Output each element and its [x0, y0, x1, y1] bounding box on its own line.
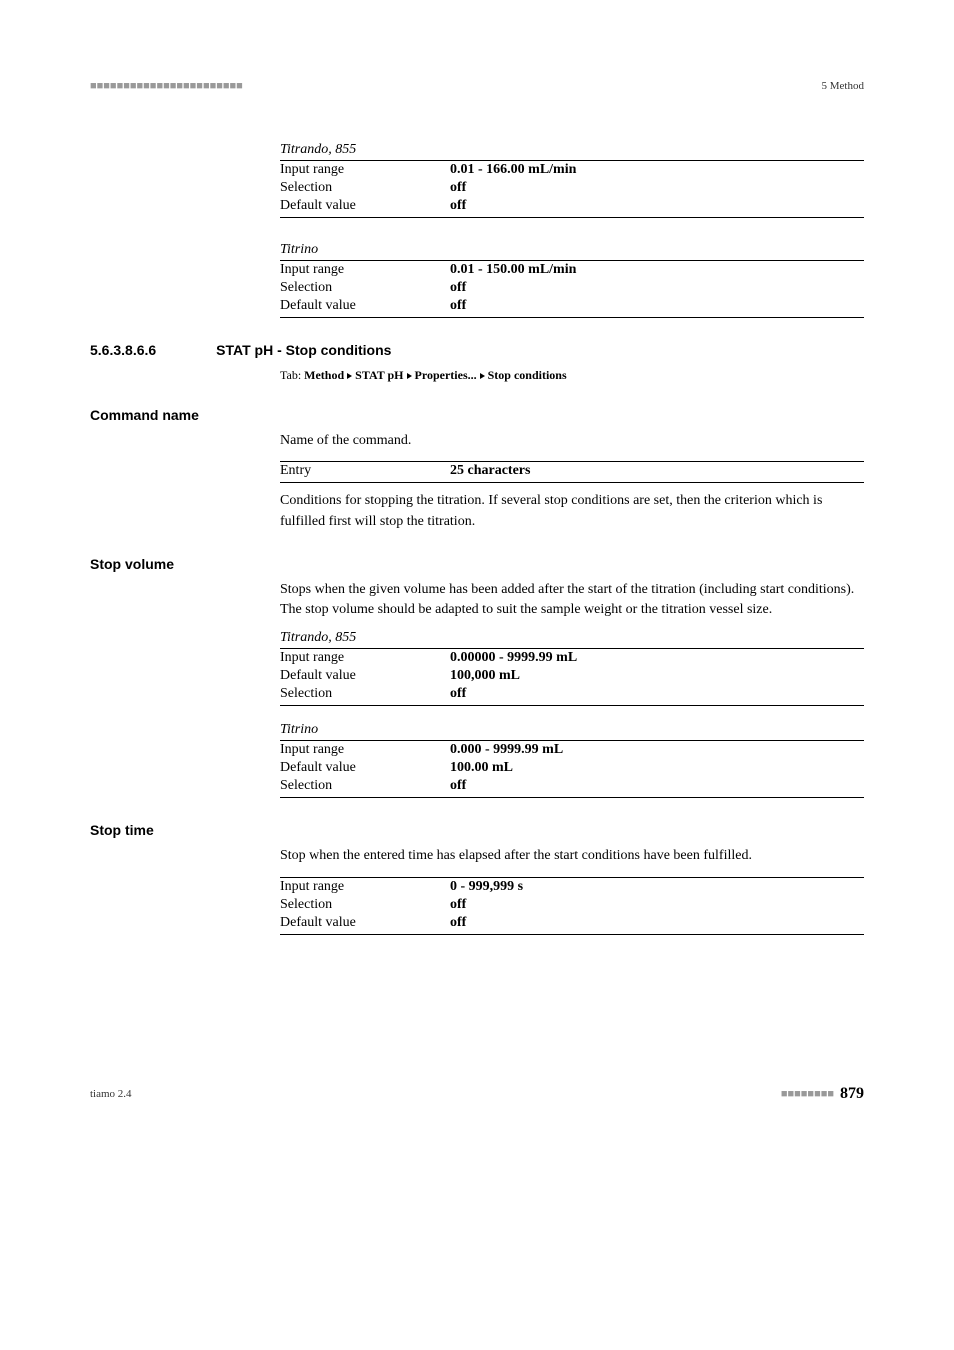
param-row: Input range 0 - 999,999 s [280, 878, 864, 896]
param-block-titrino: Titrino Input range 0.01 - 150.00 mL/min… [90, 242, 864, 318]
tab-part: Stop conditions [488, 368, 567, 382]
param-block-titrino2: Titrino Input range 0.000 - 9999.99 mL D… [90, 722, 864, 798]
param-block-titrando2: Titrando, 855 Input range 0.00000 - 9999… [90, 630, 864, 706]
field-after-desc: Conditions for stopping the titration. I… [280, 491, 864, 532]
param-label: Selection [280, 897, 450, 913]
param-value: off [450, 280, 466, 296]
param-row: Selection off [280, 179, 864, 197]
param-label: Selection [280, 778, 450, 794]
param-title: Titrando, 855 [280, 630, 864, 646]
page-footer: tiamo 2.4 ■■■■■■■■ 879 [90, 1085, 864, 1103]
field-desc: Stop when the entered time has elapsed a… [280, 846, 864, 866]
param-row: Default value 100,000 mL [280, 667, 864, 685]
param-value: 0.01 - 150.00 mL/min [450, 262, 576, 278]
field-desc: Stops when the given volume has been add… [280, 580, 864, 621]
header-section-label: 5 Method [822, 80, 864, 92]
divider [280, 797, 864, 798]
tab-label: Tab: [280, 368, 304, 382]
param-row: Entry 25 characters [280, 462, 864, 480]
section-number: 5.6.3.8.6.6 [90, 342, 156, 358]
section-heading: 5.6.3.8.6.6 STAT pH - Stop conditions [90, 342, 864, 358]
param-label: Input range [280, 162, 450, 178]
divider [280, 217, 864, 218]
footer-page-number: 879 [840, 1085, 864, 1103]
field-stop-volume: Stop volume Stops when the given volume … [90, 556, 864, 799]
param-row: Default value off [280, 914, 864, 932]
param-row: Selection off [280, 777, 864, 795]
param-value: 25 characters [450, 463, 530, 479]
footer-right: ■■■■■■■■ 879 [781, 1085, 864, 1103]
param-row: Input range 0.000 - 9999.99 mL [280, 741, 864, 759]
param-label: Default value [280, 198, 450, 214]
param-row: Input range 0.00000 - 9999.99 mL [280, 649, 864, 667]
param-row: Default value 100.00 mL [280, 759, 864, 777]
field-name-label: Command name [90, 407, 864, 423]
triangle-icon [347, 373, 352, 379]
param-label: Input range [280, 742, 450, 758]
param-label: Default value [280, 760, 450, 776]
param-label: Input range [280, 262, 450, 278]
param-title: Titrino [280, 242, 864, 258]
param-value: 100,000 mL [450, 668, 520, 684]
param-label: Selection [280, 180, 450, 196]
param-label: Entry [280, 463, 450, 479]
param-block-titrando: Titrando, 855 Input range 0.01 - 166.00 … [90, 142, 864, 218]
tab-part: Method [304, 368, 344, 382]
param-value: 0.01 - 166.00 mL/min [450, 162, 576, 178]
param-label: Input range [280, 650, 450, 666]
param-title: Titrando, 855 [280, 142, 864, 158]
tab-breadcrumb: Tab: Method STAT pH Properties... Stop cond… [280, 368, 864, 383]
divider [280, 934, 864, 935]
param-label: Selection [280, 686, 450, 702]
param-label: Input range [280, 879, 450, 895]
entry-block: Entry 25 characters [90, 461, 864, 483]
divider [280, 317, 864, 318]
divider [280, 705, 864, 706]
footer-dashes: ■■■■■■■■ [781, 1088, 834, 1100]
divider [280, 482, 864, 483]
param-label: Default value [280, 668, 450, 684]
header-dashes: ■■■■■■■■■■■■■■■■■■■■■■■ [90, 80, 243, 92]
param-row: Selection off [280, 685, 864, 703]
param-row: Selection off [280, 279, 864, 297]
param-value: off [450, 198, 466, 214]
param-value: off [450, 298, 466, 314]
triangle-icon [407, 373, 412, 379]
param-row: Default value off [280, 297, 864, 315]
param-value: 0.000 - 9999.99 mL [450, 742, 563, 758]
tab-part: STAT pH [355, 368, 403, 382]
field-name-label: Stop volume [90, 556, 864, 572]
param-value: 100.00 mL [450, 760, 513, 776]
param-row: Input range 0.01 - 166.00 mL/min [280, 161, 864, 179]
tab-part: Properties... [415, 368, 477, 382]
param-value: off [450, 180, 466, 196]
param-value: 0.00000 - 9999.99 mL [450, 650, 577, 666]
page-header: ■■■■■■■■■■■■■■■■■■■■■■■ 5 Method [90, 80, 864, 92]
plain-block: Input range 0 - 999,999 s Selection off … [90, 877, 864, 935]
param-row: Selection off [280, 896, 864, 914]
param-label: Selection [280, 280, 450, 296]
param-row: Default value off [280, 197, 864, 215]
param-label: Default value [280, 298, 450, 314]
param-value: off [450, 897, 466, 913]
param-row: Input range 0.01 - 150.00 mL/min [280, 261, 864, 279]
triangle-icon [480, 373, 485, 379]
section-title: STAT pH - Stop conditions [216, 342, 391, 358]
field-stop-time: Stop time Stop when the entered time has… [90, 822, 864, 934]
param-label: Default value [280, 915, 450, 931]
param-value: off [450, 778, 466, 794]
param-value: 0 - 999,999 s [450, 879, 523, 895]
footer-product: tiamo 2.4 [90, 1088, 132, 1100]
field-desc: Name of the command. [280, 431, 864, 451]
param-value: off [450, 686, 466, 702]
field-name-label: Stop time [90, 822, 864, 838]
param-title: Titrino [280, 722, 864, 738]
field-command-name: Command name Name of the command. Entry … [90, 407, 864, 532]
param-value: off [450, 915, 466, 931]
